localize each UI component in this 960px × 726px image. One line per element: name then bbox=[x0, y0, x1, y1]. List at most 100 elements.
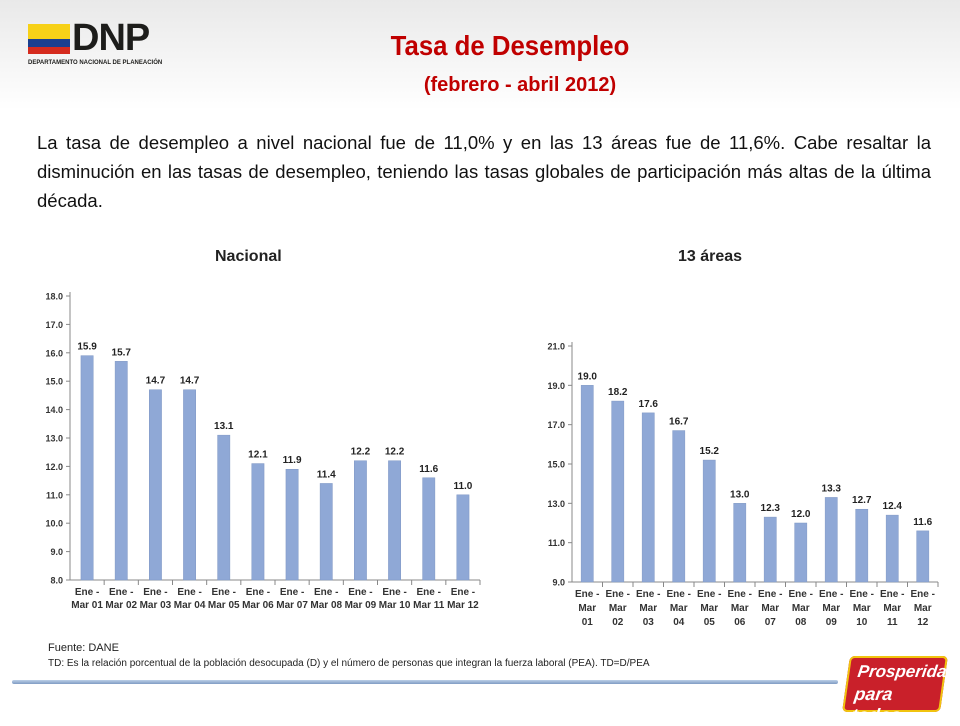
x-tick-label: Mar 10 bbox=[379, 600, 411, 611]
x-tick-label: Mar bbox=[792, 603, 810, 614]
x-tick-label: Ene - bbox=[819, 589, 843, 600]
x-tick-label: Mar 05 bbox=[208, 600, 240, 611]
x-tick-label: Ene - bbox=[246, 587, 270, 598]
y-tick-label: 17.0 bbox=[547, 420, 565, 430]
data-label: 12.4 bbox=[883, 501, 903, 512]
x-tick-label: Mar bbox=[609, 603, 627, 614]
x-tick-label: 08 bbox=[795, 617, 807, 628]
x-tick-label: Mar 02 bbox=[105, 600, 137, 611]
x-tick-label: Ene - bbox=[75, 587, 99, 598]
bar bbox=[319, 483, 333, 581]
x-tick-label: 06 bbox=[734, 617, 746, 628]
bar bbox=[641, 412, 655, 583]
data-label: 15.9 bbox=[77, 342, 97, 353]
x-tick-label: Mar 09 bbox=[345, 600, 377, 611]
bar bbox=[422, 477, 436, 581]
x-tick-label: Mar bbox=[578, 603, 596, 614]
x-tick-label: Mar 03 bbox=[140, 600, 172, 611]
bar bbox=[733, 503, 747, 583]
x-tick-label: Mar bbox=[883, 603, 901, 614]
chart-nacional: 8.0 9.0 10.0 11.0 12.0 13.0 14.0 15.0 16.0 17.0 18… bbox=[45, 292, 481, 611]
bar bbox=[885, 514, 899, 583]
x-tick-label: 01 bbox=[582, 617, 594, 628]
bar bbox=[763, 516, 777, 583]
x-tick-label: Ene - bbox=[417, 587, 441, 598]
x-tick-label: Ene - bbox=[382, 587, 406, 598]
page-subtitle: (febrero - abril 2012) bbox=[423, 74, 617, 96]
data-label: 12.3 bbox=[761, 503, 781, 514]
definition-note: TD: Es la relación porcentual de la pobl… bbox=[48, 658, 650, 669]
x-tick-label: Mar bbox=[639, 603, 657, 614]
x-tick-label: Mar 12 bbox=[447, 600, 479, 611]
data-label: 19.0 bbox=[578, 371, 598, 382]
prosperidad-logo: Prosperidad para todos bbox=[842, 656, 958, 725]
x-tick-label: Mar bbox=[853, 603, 871, 614]
x-tick-label: Ene - bbox=[575, 589, 599, 600]
y-tick-label: 17.0 bbox=[45, 320, 63, 330]
x-tick-label: Mar 06 bbox=[242, 600, 274, 611]
x-tick-label: Ene - bbox=[880, 589, 904, 600]
data-label: 12.0 bbox=[791, 509, 811, 520]
data-label: 14.7 bbox=[180, 376, 200, 387]
y-tick-label: 15.0 bbox=[45, 377, 63, 387]
y-tick-label: 8.0 bbox=[50, 576, 63, 586]
x-tick-label: 09 bbox=[826, 617, 838, 628]
x-tick-label: Ene - bbox=[451, 587, 475, 598]
y-tick-label: 13.0 bbox=[45, 434, 63, 444]
y-tick-label: 21.0 bbox=[547, 342, 565, 352]
x-tick-label: Mar bbox=[731, 603, 749, 614]
x-tick-label: 02 bbox=[612, 617, 624, 628]
x-tick-label: Mar bbox=[822, 603, 840, 614]
bar bbox=[217, 434, 231, 581]
bar bbox=[824, 497, 838, 583]
data-label: 13.3 bbox=[822, 483, 842, 494]
data-label: 14.7 bbox=[146, 376, 166, 387]
badge-line-1: Prosperidad bbox=[856, 662, 959, 681]
x-tick-label: Ene - bbox=[143, 587, 167, 598]
data-label: 15.2 bbox=[700, 446, 720, 457]
bar bbox=[611, 400, 625, 583]
data-label: 11.6 bbox=[913, 517, 932, 528]
y-tick-label: 19.0 bbox=[547, 381, 565, 391]
x-tick-label: Ene - bbox=[636, 589, 660, 600]
chart-13-areas: 9.0 11.0 13.0 15.0 17.0 19.0 21.0 19.0 Ene - Mar 0… bbox=[547, 342, 939, 628]
data-label: 11.4 bbox=[317, 469, 336, 480]
logo-subtitle: DEPARTAMENTO NACIONAL DE PLANEACIÓN bbox=[28, 60, 163, 66]
chart-title-13-areas: 13 áreas bbox=[678, 248, 743, 265]
x-tick-label: Mar bbox=[700, 603, 718, 614]
bar bbox=[580, 385, 594, 583]
x-tick-label: 04 bbox=[673, 617, 685, 628]
y-tick-label: 13.0 bbox=[547, 499, 565, 509]
bar bbox=[251, 463, 265, 581]
bar bbox=[702, 459, 716, 583]
y-tick-label: 10.0 bbox=[45, 519, 63, 529]
data-label: 13.1 bbox=[214, 421, 234, 432]
x-tick-label: Ene - bbox=[758, 589, 782, 600]
data-label: 18.2 bbox=[608, 387, 628, 398]
y-tick-label: 11.0 bbox=[46, 490, 63, 500]
x-tick-label: Ene - bbox=[177, 587, 201, 598]
y-tick-label: 11.0 bbox=[548, 538, 565, 548]
dnp-logo: DNP DEPARTAMENTO NACIONAL DE PLANEACIÓN bbox=[28, 18, 188, 72]
y-tick-label: 12.0 bbox=[45, 462, 63, 472]
y-tick-label: 9.0 bbox=[552, 578, 565, 588]
bar bbox=[855, 508, 869, 583]
intro-paragraph: La tasa de desempleo a nivel nacional fu… bbox=[37, 132, 931, 211]
header-background bbox=[0, 0, 960, 110]
x-tick-label: Ene - bbox=[697, 589, 721, 600]
x-tick-label: Mar 04 bbox=[174, 600, 206, 611]
data-label: 11.9 bbox=[283, 455, 302, 466]
x-tick-label: Ene - bbox=[109, 587, 133, 598]
bar bbox=[183, 389, 196, 581]
bar bbox=[794, 522, 808, 583]
x-tick-label: 11 bbox=[887, 617, 898, 628]
x-tick-label: Ene - bbox=[728, 589, 752, 600]
bar bbox=[916, 530, 930, 583]
bar bbox=[80, 355, 94, 581]
x-tick-label: Mar 07 bbox=[276, 600, 308, 611]
x-tick-label: Mar 01 bbox=[71, 600, 103, 611]
data-label: 12.2 bbox=[385, 447, 405, 458]
y-tick-label: 16.0 bbox=[45, 348, 63, 358]
data-label: 16.7 bbox=[669, 417, 689, 428]
bar bbox=[388, 460, 401, 581]
